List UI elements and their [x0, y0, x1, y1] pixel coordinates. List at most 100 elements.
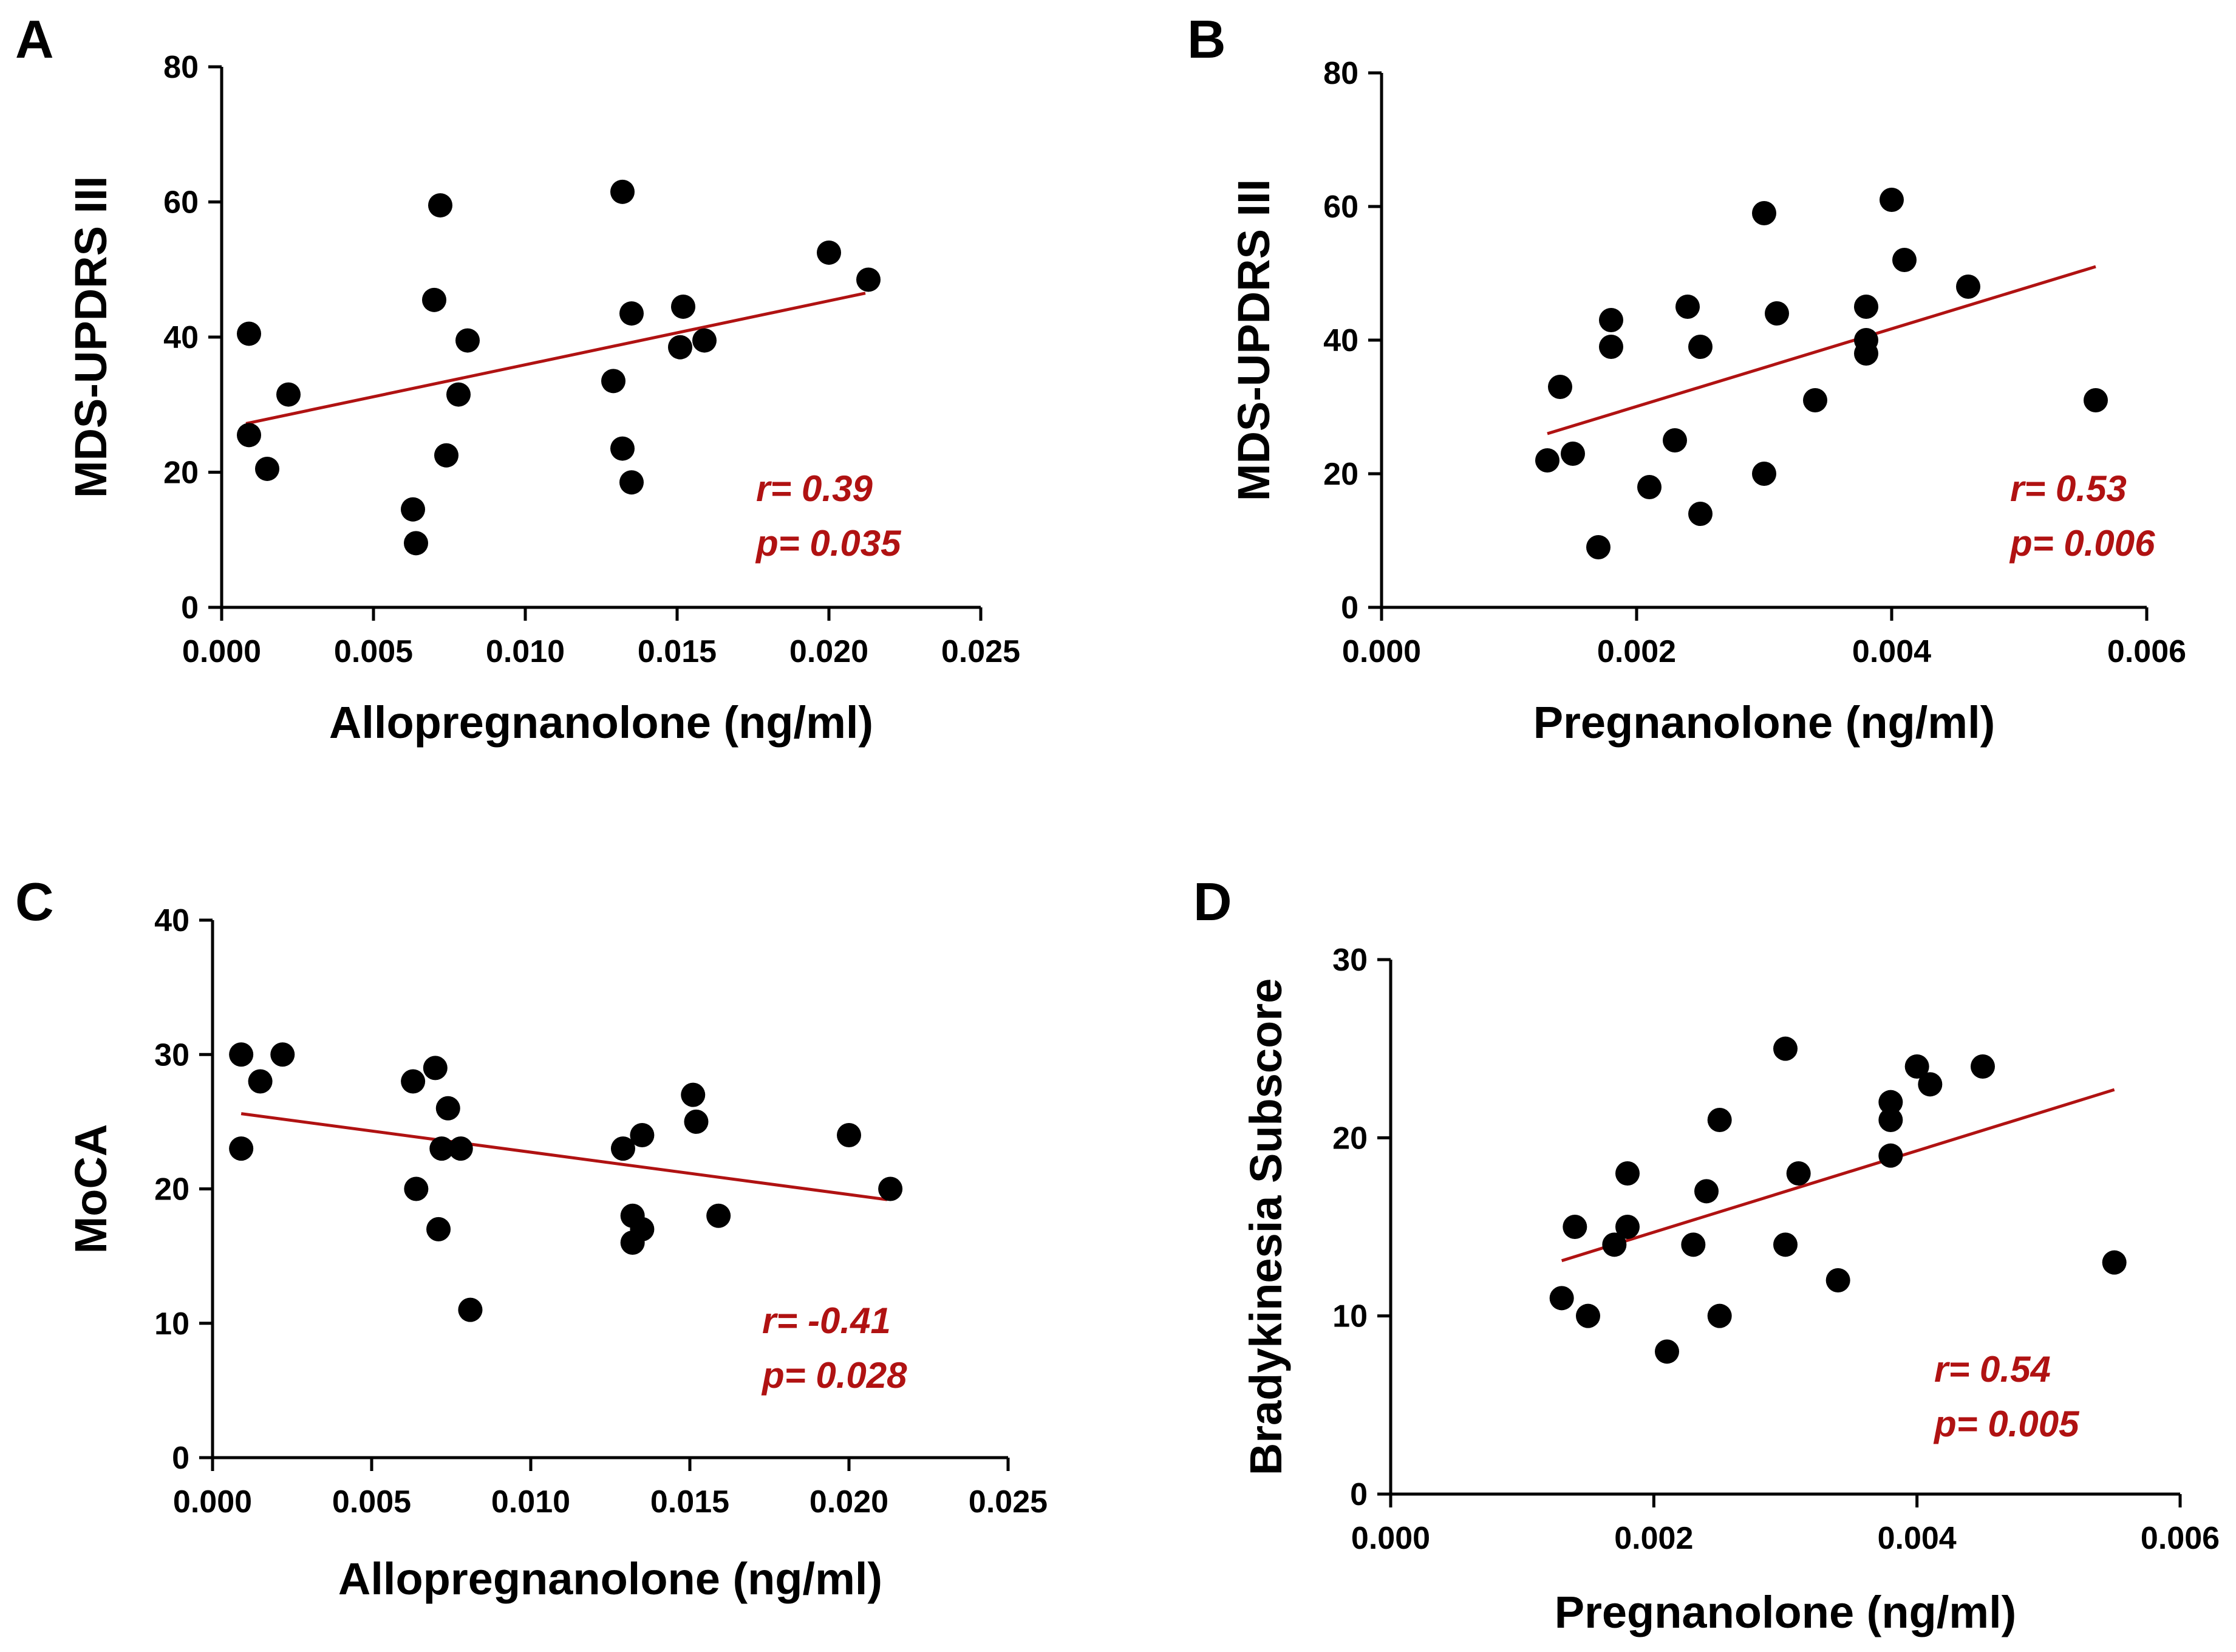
x-axis-title: Allopregnanolone (ng/ml) [329, 697, 873, 748]
y-tick-label: 10 [1332, 1299, 1368, 1334]
x-tick-label: 0.000 [182, 634, 261, 669]
data-point [1694, 1179, 1719, 1204]
data-point [255, 456, 279, 481]
x-axis-title: Pregnanolone (ng/ml) [1533, 697, 1996, 748]
data-point [1878, 1090, 1903, 1114]
data-point [1655, 1339, 1679, 1364]
correlation-r-label: r= 0.54 [1934, 1349, 2051, 1390]
x-tick-label: 0.000 [1342, 634, 1421, 669]
data-point [1561, 442, 1585, 466]
x-tick-label: 0.005 [332, 1484, 411, 1520]
data-point [1688, 335, 1713, 359]
x-tick-label: 0.000 [173, 1484, 252, 1520]
data-point [458, 1297, 483, 1322]
x-tick-label: 0.015 [638, 634, 717, 669]
data-point [426, 1217, 451, 1241]
x-tick-label: 0.002 [1614, 1521, 1693, 1556]
data-point [1752, 462, 1776, 486]
y-tick-label: 0 [1350, 1477, 1368, 1512]
data-point [619, 301, 644, 326]
y-axis-title: MoCA [66, 1124, 116, 1254]
data-point [248, 1069, 273, 1094]
y-tick-label: 40 [1323, 323, 1358, 358]
data-point [878, 1176, 903, 1201]
data-point [1956, 275, 1980, 299]
data-point [423, 1056, 448, 1080]
x-tick-label: 0.025 [941, 634, 1020, 669]
data-point [610, 1136, 635, 1161]
data-point [1752, 201, 1776, 225]
panel-letter: C [15, 872, 54, 932]
data-point [2084, 388, 2108, 412]
data-point [856, 267, 881, 292]
data-point [237, 423, 261, 448]
y-tick-label: 10 [154, 1306, 189, 1342]
data-point [1904, 1054, 1929, 1079]
data-point [1773, 1232, 1798, 1257]
data-point [1599, 308, 1623, 332]
correlation-p-label: p= 0.035 [755, 523, 902, 564]
x-tick-label: 0.000 [1351, 1521, 1430, 1556]
panel-c: C 0.000 0.005 0.010 0.015 0.020 0.025 0 10 20 30 40… [15, 872, 1048, 1604]
regression-line [1561, 1088, 2115, 1263]
data-point [1576, 1303, 1600, 1328]
data-point [1773, 1036, 1798, 1061]
data-point [1765, 301, 1789, 326]
data-point [455, 328, 480, 353]
correlation-p-label: p= 0.006 [2009, 523, 2155, 564]
data-point [1880, 188, 1904, 212]
data-point [422, 287, 446, 312]
x-tick-label: 0.010 [491, 1484, 570, 1520]
data-point [1825, 1268, 1850, 1292]
data-point [601, 369, 625, 394]
data-point [1803, 388, 1827, 412]
panel-a: A 0.000 0.005 0.010 0.015 0.020 0.025 0 20 40 60 80… [15, 9, 1020, 748]
x-tick-label: 0.004 [1878, 1521, 1957, 1556]
data-point [837, 1123, 861, 1147]
data-point [1549, 1286, 1574, 1311]
y-axis-title: MDS-UPDRS III [1229, 179, 1279, 501]
panel-letter: D [1193, 872, 1232, 932]
x-tick-label: 0.010 [486, 634, 565, 669]
data-point [428, 193, 452, 218]
x-axis-title: Allopregnanolone (ng/ml) [338, 1554, 882, 1604]
data-point [1615, 1161, 1640, 1186]
y-tick-label: 30 [1332, 943, 1368, 978]
y-axis-title: MDS-UPDRS III [66, 176, 116, 498]
x-tick-label: 0.004 [1852, 634, 1931, 669]
data-point [610, 436, 635, 461]
panel-b: B 0.000 0.002 0.004 0.006 0 20 40 60 80 Pregnanolo… [1187, 9, 2186, 748]
x-tick-label: 0.025 [969, 1484, 1048, 1520]
correlation-p-label: p= 0.005 [1933, 1404, 2080, 1444]
data-point [1786, 1161, 1811, 1186]
data-point [237, 321, 261, 346]
data-point [1535, 448, 1559, 473]
data-point [401, 1069, 426, 1094]
y-tick-label: 20 [1332, 1121, 1368, 1156]
data-point [630, 1123, 655, 1147]
data-point [1707, 1108, 1732, 1132]
y-tick-label: 20 [163, 456, 199, 491]
regression-line [1547, 265, 2096, 435]
data-point [671, 294, 695, 319]
y-tick-label: 60 [1323, 189, 1358, 225]
data-point [684, 1109, 709, 1134]
y-tick-label: 80 [1323, 56, 1358, 91]
data-point [817, 240, 841, 265]
correlation-r-label: r= -0.41 [762, 1300, 891, 1341]
y-tick-label: 0 [172, 1441, 189, 1476]
data-point [229, 1042, 254, 1067]
data-point [1586, 535, 1611, 559]
data-point [401, 497, 425, 522]
data-point [1707, 1303, 1732, 1328]
y-tick-label: 20 [154, 1172, 189, 1207]
x-tick-label: 0.020 [810, 1484, 888, 1520]
y-tick-label: 80 [163, 50, 199, 85]
data-point [2102, 1250, 2127, 1275]
data-point [619, 470, 644, 495]
x-axis-title: Pregnanolone (ng/ml) [1555, 1587, 2017, 1637]
correlation-p-label: p= 0.028 [761, 1355, 907, 1396]
data-point [276, 382, 301, 407]
data-point [429, 1136, 454, 1161]
